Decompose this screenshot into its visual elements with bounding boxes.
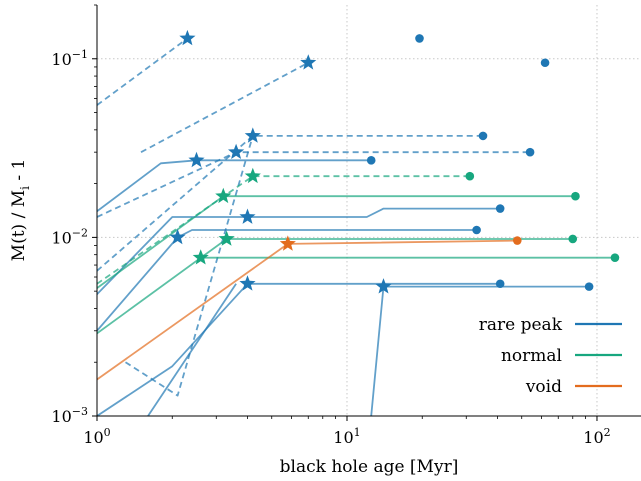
transition-star-marker [244,127,261,143]
axes [92,4,641,421]
end-point-marker [478,131,488,141]
series-line [97,159,372,213]
transition-star-marker [244,167,261,184]
transition-star-marker [228,143,245,159]
x-axis-label: black hole age [Myr] [280,457,459,477]
transition-star-marker [375,278,392,294]
series-line [147,283,237,416]
end-point-marker [472,225,481,235]
x-tick-label: 102 [583,426,610,447]
end-point-marker [525,147,535,157]
transition-star-marker [300,54,317,70]
series-line [140,61,309,153]
y-tick-label: 10−3 [51,405,88,426]
series-line [97,37,188,106]
legend-item: rare peak [479,315,622,335]
legend-item: void [525,377,622,397]
marker-layer [169,29,620,294]
series-line [97,282,501,416]
end-point-marker [571,191,580,201]
legend-label: void [525,377,562,397]
end-point-marker [610,253,620,262]
end-point-marker [415,34,424,43]
x-tick-label: 101 [333,426,360,447]
transition-star-marker [279,235,296,251]
series-line [97,175,470,285]
transition-star-marker [179,29,196,46]
end-point-marker [584,282,594,291]
series-line [97,229,477,332]
series-line [97,135,483,272]
tick-labels: 100 101 102 10−3 10−2 10−1 [51,48,610,447]
series-line [97,207,501,295]
y-tick-label: 10−1 [51,48,88,69]
end-point-marker [540,58,550,68]
end-point-marker [366,156,376,165]
end-point-marker [495,279,505,289]
transition-star-marker [239,275,256,291]
x-tick-label: 100 [83,426,110,447]
end-point-marker [465,171,475,181]
end-point-marker [512,236,522,245]
end-point-marker [568,234,578,244]
series-line [125,135,254,397]
series-line [97,151,531,218]
legend-label: normal [501,346,562,366]
series-line [97,239,518,381]
transition-star-marker [169,228,186,245]
y-axis-label: M(t) / Mi - 1 [9,159,32,262]
legend: rare peak normal void [479,315,622,397]
legend-item: normal [501,346,622,366]
y-tick-label: 10−2 [51,226,88,247]
transition-star-marker [218,230,235,246]
transition-star-marker [188,151,205,168]
transition-star-marker [192,249,209,265]
transition-star-marker [215,187,232,204]
legend-label: rare peak [479,315,563,335]
transition-star-marker [239,208,256,224]
end-point-marker [495,204,505,213]
grid [97,5,641,416]
